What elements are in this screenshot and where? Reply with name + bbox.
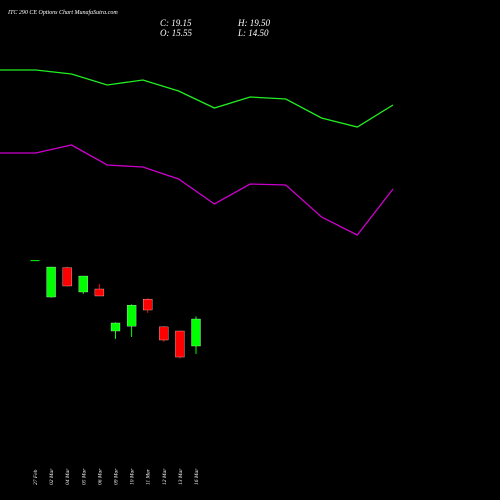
candle-body: [126, 304, 137, 327]
candle-body: [143, 298, 153, 311]
x-tick-label: 12 Mar: [162, 468, 168, 485]
ohlc-high: H: 19.50: [237, 18, 270, 28]
chart-title: ITC 290 CE Options Chart MunafaSutra.com: [7, 9, 118, 16]
candle-body: [78, 275, 88, 293]
x-tick-label: 04 Mar: [64, 468, 71, 485]
x-tick-label: 13 Mar: [178, 468, 184, 485]
x-tick-label: 27 Feb: [33, 469, 39, 485]
indicator-line: [0, 69, 394, 128]
candle-body: [46, 266, 56, 298]
x-tick-label: 05 Mar: [81, 468, 87, 485]
x-tick-label: 02 Mar: [49, 468, 55, 485]
candle-body: [159, 326, 169, 341]
candle-body: [94, 288, 105, 297]
candle-body: [175, 330, 185, 358]
ohlc-low: L: 14.50: [237, 28, 269, 38]
ohlc-close: C: 19.15: [160, 18, 192, 28]
candle-body: [110, 322, 121, 332]
ohlc-open: O: 15.55: [160, 28, 192, 38]
x-tick-label: 11 Mar: [146, 468, 152, 485]
candle-body: [191, 318, 201, 347]
indicator-line: [0, 144, 394, 236]
candle-body: [30, 260, 40, 262]
x-tick-label: 16 Mar: [194, 468, 200, 485]
x-tick-label: 09 Mar: [114, 468, 120, 485]
x-tick-label: 10 Mar: [130, 468, 136, 485]
x-tick-label: 06 Mar: [97, 468, 103, 485]
candle-body: [62, 267, 72, 287]
